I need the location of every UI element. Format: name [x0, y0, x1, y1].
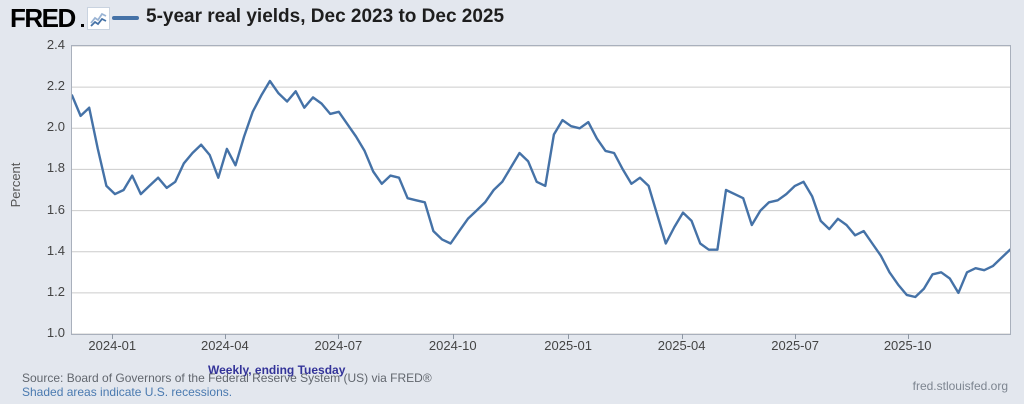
x-axis-tick-label: 2024-04 — [200, 338, 249, 353]
series-legend-line-marker — [112, 16, 139, 20]
x-axis-tick-mark — [568, 334, 570, 339]
source-text: Source: Board of Governors of the Federa… — [22, 371, 432, 385]
x-axis-tick-label: 2025-07 — [771, 338, 819, 353]
y-axis-tick-label: 1.8 — [46, 160, 65, 176]
plot-area[interactable]: Weekly, ending Tuesday — [71, 45, 1011, 377]
chart-title: 5-year real yields, Dec 2023 to Dec 2025 — [146, 6, 505, 27]
fred-logo[interactable]: FRED — [10, 3, 76, 33]
x-axis-tick-label: 2024-01 — [88, 338, 137, 353]
fred-url[interactable]: fred.stlouisfed.org — [912, 379, 1008, 393]
x-axis-tick-label: 2024-10 — [428, 338, 477, 353]
x-axis-tick-mark — [224, 334, 226, 339]
x-axis-tick-mark — [452, 334, 454, 339]
x-axis-tick-label: 2025-01 — [544, 338, 592, 353]
data-line-series[interactable] — [72, 79, 1010, 299]
recessions-link[interactable]: Shaded areas indicate U.S. recessions. — [22, 385, 233, 399]
y-axis-tick-label: 1.6 — [46, 201, 65, 217]
x-axis-tick-label: 2025-10 — [883, 338, 932, 353]
fred-sparkline-icon — [87, 7, 110, 30]
frequency-note: Weekly, ending Tuesday — [208, 363, 346, 377]
y-axis-tick-label: 1.0 — [46, 325, 65, 340]
chart-canvas[interactable] — [72, 46, 1010, 334]
x-axis-tick-label: 2025-04 — [657, 338, 706, 353]
fred-logo-trademark-dot — [81, 24, 84, 27]
x-axis-tick-label: 2024-07 — [314, 338, 363, 353]
y-axis-tick-label: 2.0 — [46, 119, 65, 135]
x-axis-tick-mark — [338, 334, 340, 339]
x-axis-tick-mark — [681, 334, 683, 339]
x-axis-tick-mark — [795, 334, 797, 339]
x-axis-tick-mark — [112, 334, 114, 339]
y-axis-tick-label: 2.4 — [46, 37, 65, 52]
y-axis-tick-label: 1.4 — [46, 242, 65, 258]
x-axis-tick-mark — [907, 334, 909, 339]
y-axis-tick-label: 1.2 — [46, 283, 65, 299]
y-axis-tick-label: 2.2 — [46, 78, 65, 94]
